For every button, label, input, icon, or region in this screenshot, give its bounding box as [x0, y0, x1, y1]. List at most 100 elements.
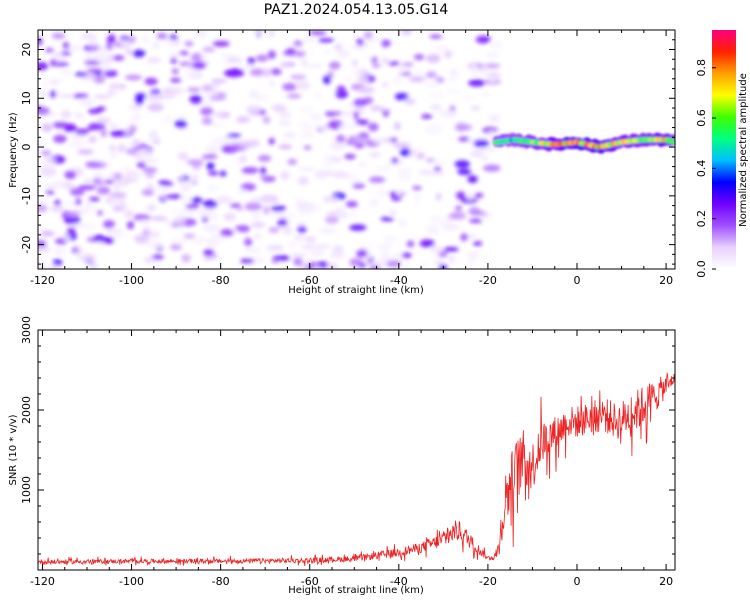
x-tick-label: -100: [119, 274, 144, 287]
noise-blob: [38, 261, 45, 269]
noise-blob: [266, 244, 284, 253]
x-tick-label: -40: [390, 575, 408, 588]
noise-blob: [64, 123, 77, 133]
noise-blob: [455, 191, 466, 200]
noise-blob: [223, 69, 241, 78]
noise-blob: [467, 175, 478, 184]
noise-blob: [104, 196, 119, 205]
noise-blob: [403, 262, 411, 269]
noise-blob: [349, 224, 367, 231]
noise-blob: [211, 78, 228, 84]
noise-blob: [128, 104, 143, 111]
noise-blob: [145, 172, 155, 179]
noise-blob: [73, 142, 86, 147]
noise-blob: [138, 219, 151, 225]
noise-blob: [325, 216, 339, 224]
noise-blob: [380, 39, 391, 48]
noise-blob: [74, 72, 88, 77]
noise-blob: [186, 159, 204, 165]
noise-blob: [226, 133, 242, 138]
noise-blob: [200, 100, 216, 107]
noise-blob: [200, 53, 209, 59]
noise-blob: [88, 135, 97, 144]
noise-blob: [305, 236, 316, 243]
noise-blob: [270, 205, 286, 212]
noise-blob: [169, 51, 180, 59]
noise-blob: [146, 136, 159, 144]
noise-blob: [93, 74, 106, 84]
noise-blob: [176, 225, 184, 231]
noise-blob: [171, 68, 179, 75]
noise-blob: [279, 225, 290, 230]
noise-blobs: [38, 30, 504, 269]
noise-blob: [354, 119, 369, 126]
noise-blob: [54, 62, 70, 67]
noise-blob: [402, 30, 412, 36]
noise-blob: [112, 230, 122, 240]
noise-blob: [392, 75, 402, 85]
noise-blob: [39, 168, 57, 177]
noise-blob: [106, 88, 117, 97]
noise-blob: [380, 216, 395, 222]
noise-blob: [147, 103, 164, 112]
noise-blob: [132, 49, 146, 58]
noise-blob: [74, 198, 82, 206]
noise-blob: [297, 206, 316, 215]
noise-blob: [79, 115, 86, 122]
noise-blob: [234, 225, 251, 233]
noise-blob: [438, 251, 448, 258]
noise-blob: [487, 72, 502, 78]
noise-blob: [136, 161, 147, 169]
noise-blob: [52, 258, 63, 267]
noise-blob: [41, 79, 50, 88]
noise-blob: [326, 210, 342, 218]
noise-blob: [45, 48, 54, 53]
noise-blob: [322, 195, 339, 203]
noise-blob: [448, 255, 456, 264]
noise-blob: [386, 260, 402, 268]
noise-blob: [201, 84, 214, 92]
noise-blob: [38, 195, 51, 204]
noise-blob: [312, 265, 322, 269]
noise-blob: [335, 134, 346, 143]
noise-blob: [154, 186, 172, 193]
noise-blob: [273, 104, 287, 112]
noise-blob: [38, 246, 51, 253]
noise-blob: [96, 106, 106, 112]
noise-blob: [404, 98, 416, 105]
noise-blob: [88, 196, 100, 202]
y-tick-label: -10: [20, 187, 33, 205]
noise-blob: [298, 166, 316, 171]
noise-blob: [61, 93, 75, 98]
noise-blob: [126, 220, 135, 230]
snr-series-line: [38, 372, 675, 566]
x-tick-label: -80: [212, 274, 230, 287]
noise-blob: [418, 261, 429, 268]
noise-blob: [170, 244, 182, 251]
noise-blob: [118, 196, 126, 204]
noise-blob: [38, 142, 43, 147]
spectrogram-frame: [37, 29, 676, 270]
x-tick-label: 0: [574, 274, 581, 287]
x-tick-label: -60: [301, 575, 319, 588]
noise-blob: [324, 161, 333, 168]
noise-blob: [206, 238, 219, 248]
noise-blob: [251, 30, 268, 35]
y-tick-label: -20: [20, 236, 33, 254]
noise-blob: [454, 160, 470, 169]
noise-blob: [180, 194, 192, 204]
noise-blob: [78, 98, 96, 106]
noise-blob: [50, 205, 64, 213]
noise-blob: [466, 234, 476, 239]
noise-blob: [343, 153, 356, 160]
noise-blob: [261, 68, 272, 77]
noise-blob: [49, 59, 57, 67]
noise-blob: [376, 188, 389, 198]
noise-blob: [378, 245, 389, 252]
x-tick-label: -40: [390, 274, 408, 287]
snr-ticks: -120 -100 -80 -60 -40 -20 0 20 1000 2000 3000: [20, 316, 675, 588]
noise-blob: [45, 190, 55, 195]
figure-title: PAZ1.2024.054.13.05.G14: [264, 2, 449, 18]
